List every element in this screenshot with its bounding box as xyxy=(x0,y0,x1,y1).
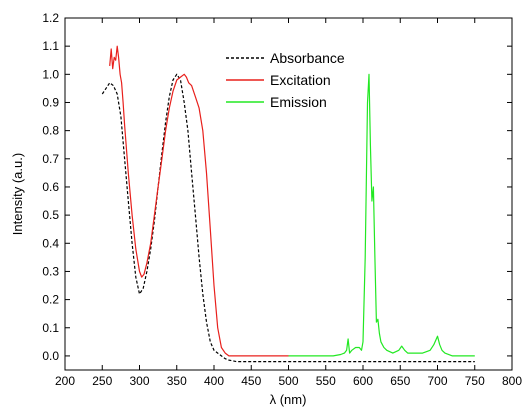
series-line-emission xyxy=(288,73,475,357)
y-tick-label: 0.4 xyxy=(42,236,59,250)
x-tick-label: 500 xyxy=(278,374,298,388)
x-axis-ticks: 200 250 300 350 400 450 500 550 600 650 700 750 800 xyxy=(55,18,522,388)
series-line-absorbance xyxy=(101,73,475,363)
x-tick-label: 750 xyxy=(465,374,485,388)
y-tick-label: 1.2 xyxy=(42,11,59,25)
x-tick-label: 650 xyxy=(390,374,410,388)
x-tick-label: 200 xyxy=(55,374,75,388)
legend-label-absorbance: Absorbance xyxy=(270,50,345,66)
y-tick-label: 0.5 xyxy=(42,208,59,222)
legend-label-excitation: Excitation xyxy=(270,72,331,88)
x-tick-label: 400 xyxy=(204,374,224,388)
x-axis-label: λ (nm) xyxy=(270,392,307,407)
x-tick-label: 250 xyxy=(92,374,112,388)
x-tick-label: 550 xyxy=(316,374,336,388)
x-tick-label: 450 xyxy=(241,374,261,388)
series-lines xyxy=(101,45,475,363)
y-tick-label: 0.0 xyxy=(42,349,59,363)
series-line-excitation xyxy=(109,45,289,357)
x-tick-label: 300 xyxy=(129,374,149,388)
y-tick-label: 0.1 xyxy=(42,321,59,335)
plot-frame xyxy=(64,17,513,371)
y-tick-label: 0.8 xyxy=(42,124,59,138)
x-tick-label: 700 xyxy=(427,374,447,388)
x-tick-label: 350 xyxy=(167,374,187,388)
y-axis-ticks: 0.0 0.1 0.2 0.3 0.4 0.5 0.6 0.7 0.8 0.9 1.0 1.1 1.2 xyxy=(42,11,512,363)
y-tick-label: 0.7 xyxy=(42,152,59,166)
y-tick-label: 0.3 xyxy=(42,264,59,278)
y-tick-label: 1.0 xyxy=(42,67,59,81)
y-tick-label: 1.1 xyxy=(42,39,59,53)
x-tick-label: 800 xyxy=(502,374,522,388)
y-tick-label: 0.2 xyxy=(42,293,59,307)
y-tick-label: 0.9 xyxy=(42,95,59,109)
legend: Absorbance Excitation Emission xyxy=(226,50,345,110)
y-axis-label: Intensity (a.u.) xyxy=(10,153,25,235)
y-tick-label: 0.6 xyxy=(42,180,59,194)
x-tick-label: 600 xyxy=(353,374,373,388)
legend-label-emission: Emission xyxy=(270,94,327,110)
